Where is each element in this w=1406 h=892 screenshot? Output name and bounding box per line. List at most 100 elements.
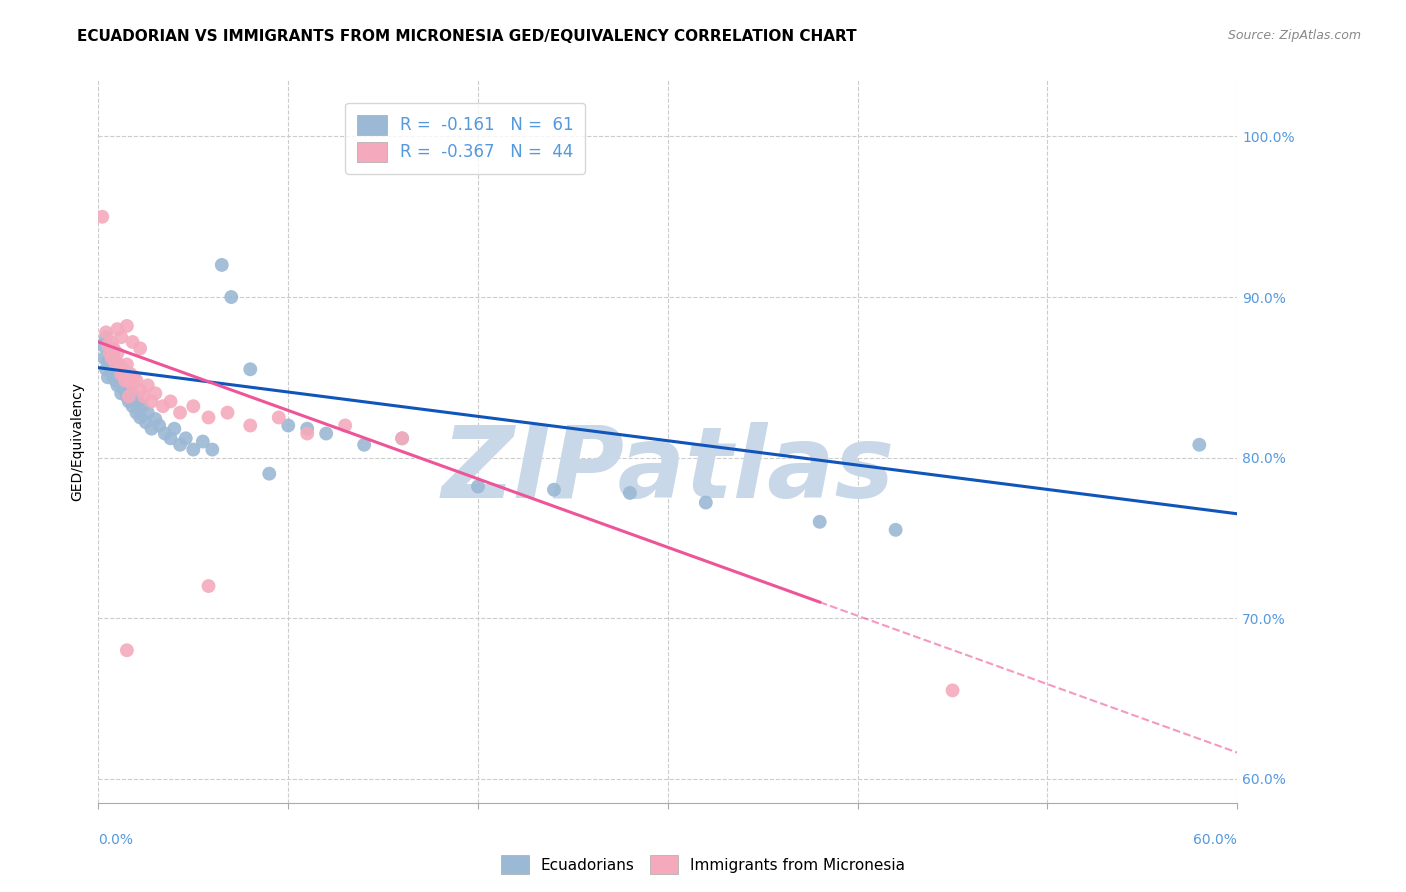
Point: [112, 362, 135, 376]
Point: [808, 515, 831, 529]
Point: [129, 410, 152, 425]
Point: [467, 479, 489, 493]
Point: [315, 426, 337, 441]
Point: [239, 418, 262, 433]
Point: [110, 386, 132, 401]
Point: [98, 346, 121, 360]
Point: [131, 399, 153, 413]
Point: [221, 290, 243, 304]
Point: [115, 643, 138, 657]
Point: [114, 374, 136, 388]
Point: [259, 467, 281, 481]
Text: ECUADORIAN VS IMMIGRANTS FROM MICRONESIA GED/EQUIVALENCY CORRELATION CHART: ECUADORIAN VS IMMIGRANTS FROM MICRONESIA…: [77, 29, 856, 44]
Point: [104, 374, 127, 388]
Point: [277, 418, 299, 433]
Point: [148, 418, 170, 433]
Point: [125, 374, 148, 388]
Text: 0.0%: 0.0%: [98, 833, 134, 847]
Point: [118, 394, 141, 409]
Point: [108, 367, 131, 381]
Point: [169, 406, 191, 420]
Point: [124, 370, 146, 384]
Point: [297, 426, 319, 441]
Y-axis label: GED/Equivalency: GED/Equivalency: [70, 382, 84, 501]
Point: [183, 442, 205, 457]
Point: [297, 422, 319, 436]
Point: [98, 358, 121, 372]
Point: [115, 374, 138, 388]
Point: [127, 394, 149, 409]
Point: [103, 351, 125, 365]
Point: [94, 326, 117, 340]
Point: [121, 399, 143, 413]
Text: ZIPatlas: ZIPatlas: [441, 422, 894, 519]
Point: [174, 431, 197, 445]
Point: [197, 410, 219, 425]
Point: [115, 390, 138, 404]
Point: [391, 431, 413, 445]
Point: [335, 418, 357, 433]
Point: [159, 431, 181, 445]
Point: [110, 374, 132, 388]
Point: [211, 258, 233, 272]
Point: [125, 406, 148, 420]
Point: [159, 394, 181, 409]
Point: [97, 370, 120, 384]
Point: [197, 579, 219, 593]
Point: [136, 378, 159, 392]
Legend: R =  -0.161   N =  61, R =  -0.367   N =  44: R = -0.161 N = 61, R = -0.367 N = 44: [346, 103, 585, 174]
Point: [115, 318, 138, 333]
Point: [94, 362, 117, 376]
Point: [97, 354, 120, 368]
Point: [120, 367, 142, 381]
Point: [115, 358, 138, 372]
Point: [104, 358, 127, 372]
Point: [120, 386, 142, 401]
Text: 60.0%: 60.0%: [1194, 833, 1237, 847]
Point: [153, 426, 176, 441]
Point: [107, 362, 129, 376]
Point: [103, 342, 125, 356]
Point: [107, 378, 129, 392]
Point: [121, 378, 143, 392]
Point: [103, 370, 125, 384]
Point: [100, 351, 122, 365]
Point: [107, 322, 129, 336]
Point: [152, 399, 174, 413]
Point: [145, 386, 167, 401]
Point: [118, 374, 141, 388]
Point: [108, 358, 131, 372]
Point: [98, 342, 121, 356]
Point: [129, 383, 152, 397]
Point: [121, 334, 143, 349]
Point: [201, 442, 224, 457]
Point: [191, 434, 214, 449]
Point: [942, 683, 965, 698]
Point: [100, 362, 122, 376]
Point: [217, 406, 239, 420]
Point: [267, 410, 290, 425]
Point: [884, 523, 907, 537]
Point: [1188, 438, 1211, 452]
Point: [141, 394, 163, 409]
Point: [104, 358, 127, 372]
Point: [110, 367, 132, 381]
Legend: Ecuadorians, Immigrants from Micronesia: Ecuadorians, Immigrants from Micronesia: [495, 849, 911, 880]
Point: [91, 338, 114, 352]
Point: [112, 378, 135, 392]
Point: [114, 383, 136, 397]
Point: [97, 338, 120, 352]
Point: [94, 330, 117, 344]
Point: [353, 438, 375, 452]
Point: [141, 422, 163, 436]
Point: [136, 406, 159, 420]
Point: [239, 362, 262, 376]
Point: [100, 346, 122, 360]
Point: [93, 351, 115, 365]
Point: [145, 412, 167, 426]
Text: Source: ZipAtlas.com: Source: ZipAtlas.com: [1227, 29, 1361, 42]
Point: [100, 334, 122, 349]
Point: [695, 495, 717, 509]
Point: [391, 431, 413, 445]
Point: [110, 330, 132, 344]
